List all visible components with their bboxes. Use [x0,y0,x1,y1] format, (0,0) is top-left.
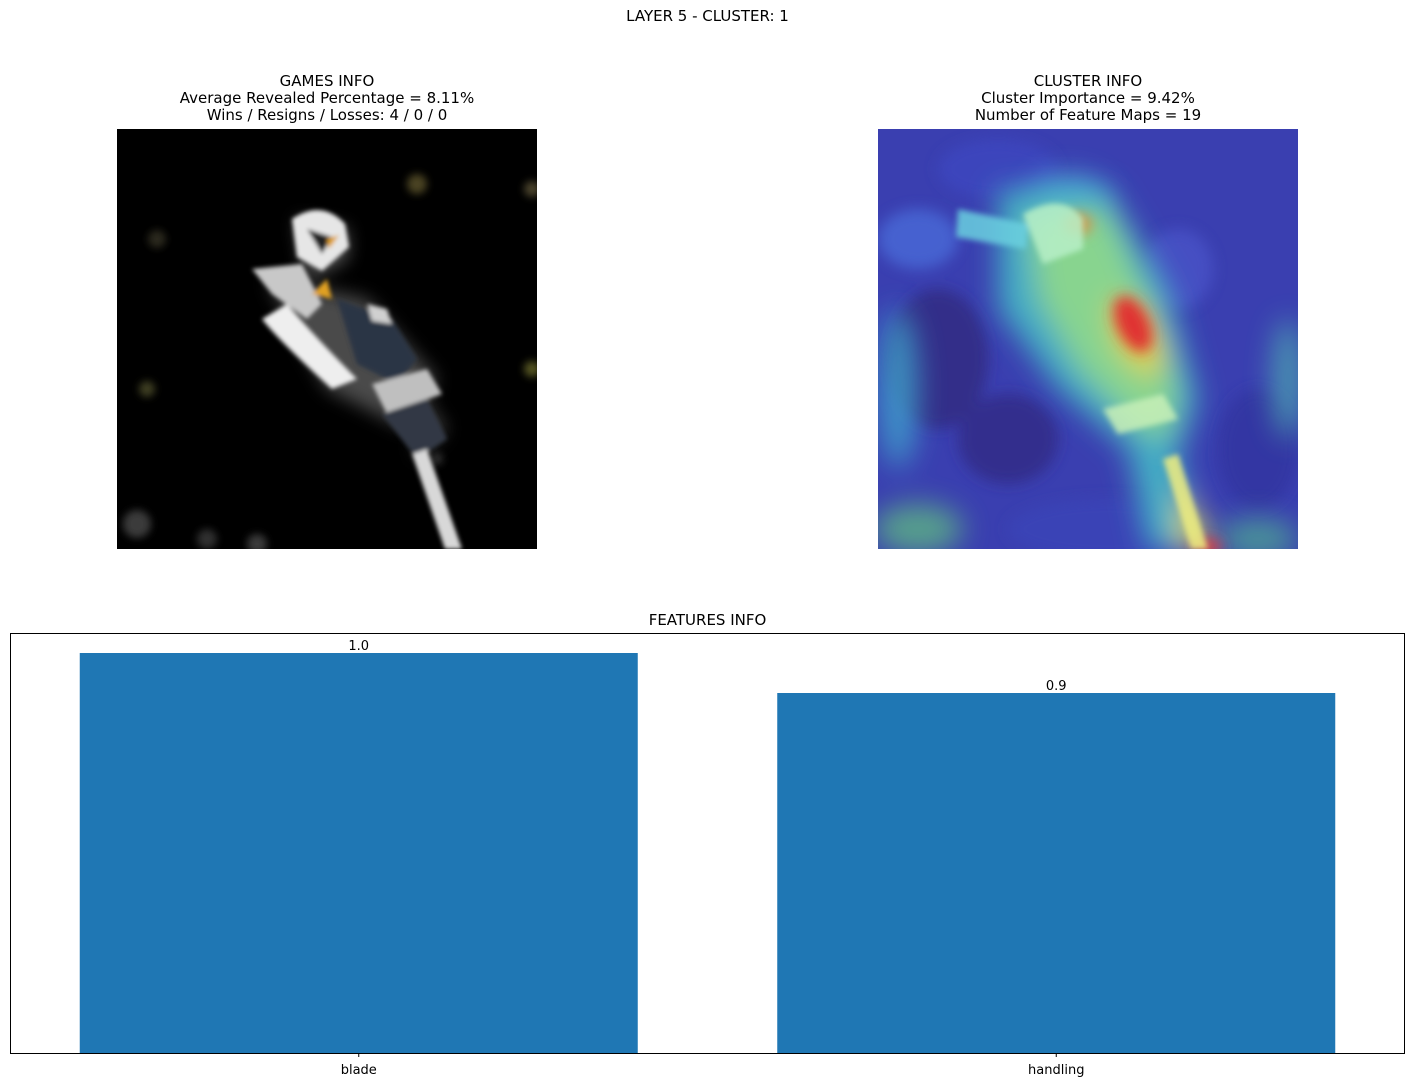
number-of-feature-maps: Number of Feature Maps = 19 [974,106,1202,124]
masked-chainsaw-image [117,129,537,549]
x-tick-label-handling: handling [1028,1063,1084,1078]
bar-value-label-blade: 1.0 [348,639,369,654]
average-revealed-percentage: Average Revealed Percentage = 8.11% [179,89,475,107]
bar-blade [79,653,638,1053]
games-info-title-block: GAMES INFO Average Revealed Percentage =… [117,73,537,124]
x-tick-label-blade: blade [341,1063,377,1078]
features-info-title: FEATURES INFO [648,611,767,629]
wins-resigns-losses: Wins / Resigns / Losses: 4 / 0 / 0 [206,106,448,124]
figure-suptitle: LAYER 5 - CLUSTER: 1 [626,7,789,25]
bar-value-label-handling: 0.9 [1046,679,1067,694]
cluster-importance: Cluster Importance = 9.42% [981,89,1195,107]
games-info-title: GAMES INFO [279,72,375,90]
axes-frame [10,633,1405,1054]
cluster-info-title-block: CLUSTER INFO Cluster Importance = 9.42% … [878,73,1298,124]
bar-handling [777,693,1336,1053]
cluster-info-title: CLUSTER INFO [1033,72,1143,90]
heatmap-overlay-chainsaw-image [878,129,1298,549]
